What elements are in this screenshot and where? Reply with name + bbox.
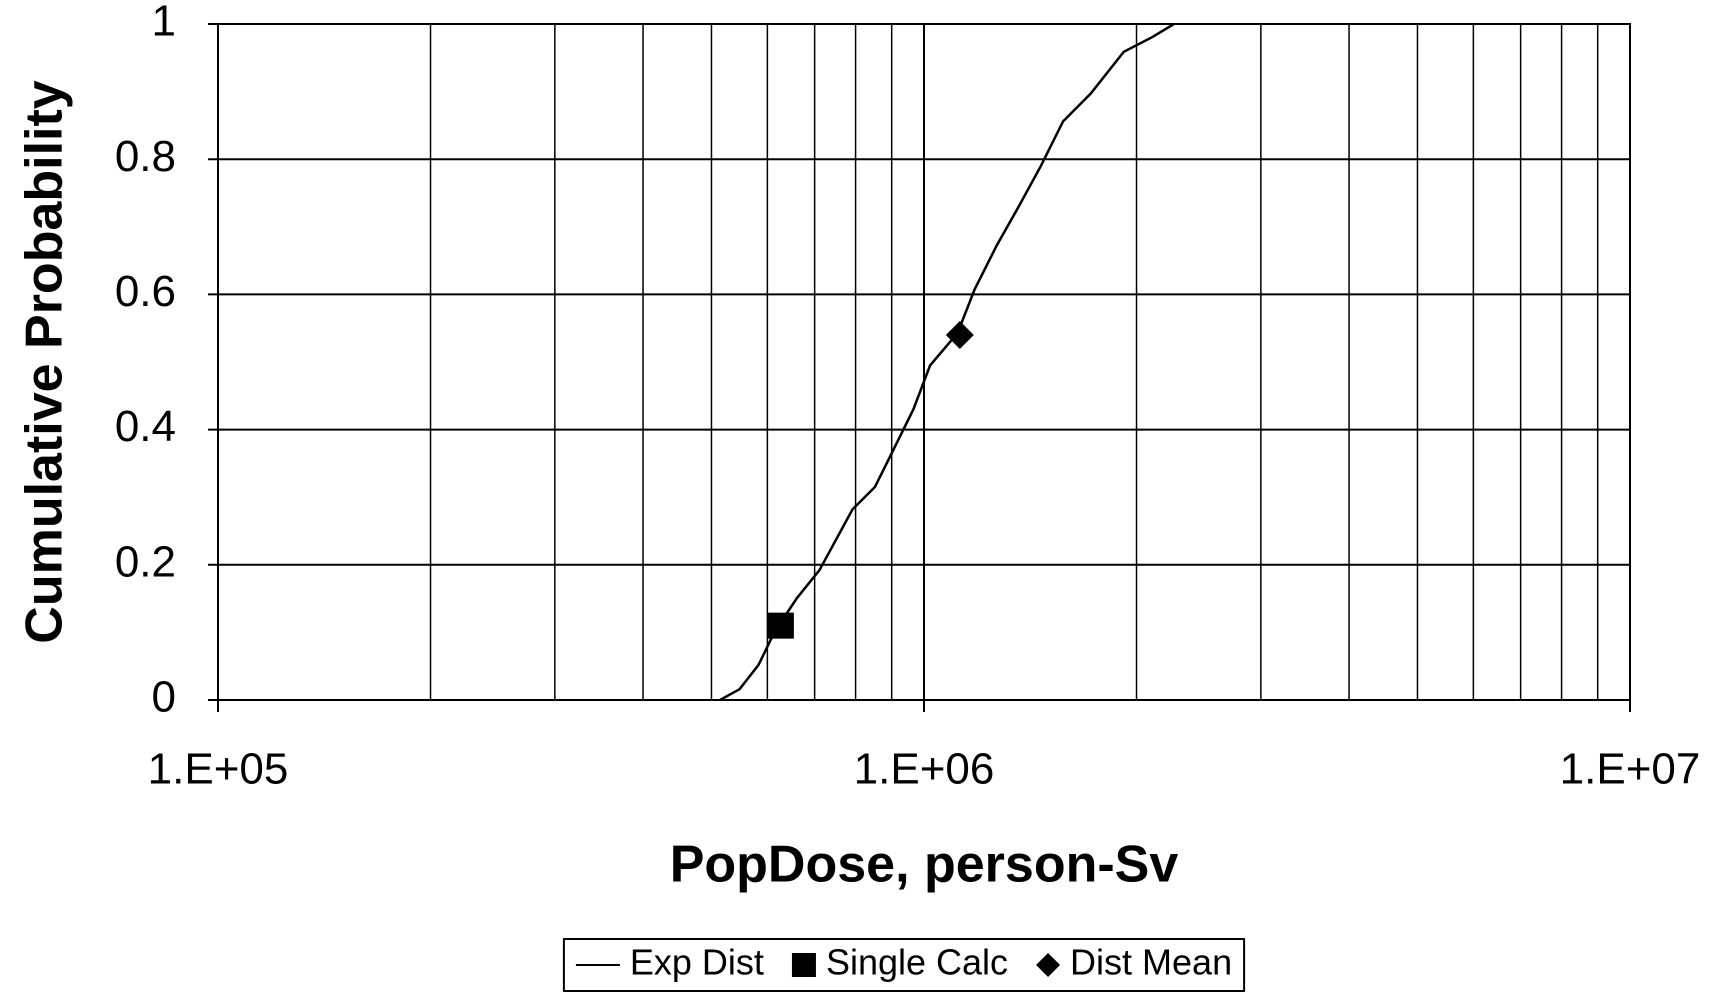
diamond-marker	[945, 320, 974, 349]
y-tick-label: 0.6	[115, 267, 176, 316]
x-tick-label: 1.E+06	[854, 745, 995, 794]
y-axis-title: Cumulative Probability	[16, 80, 74, 644]
square-marker	[767, 612, 794, 639]
legend: Exp Dist Single Calc Dist Mean	[562, 938, 1246, 992]
x-tick-label: 1.E+07	[1560, 745, 1701, 794]
cdf-line	[719, 22, 1175, 702]
legend-label: Exp Dist	[630, 942, 764, 983]
legend-label: Single Calc	[826, 942, 1008, 983]
y-tick-label: 0.4	[115, 402, 176, 451]
x-axis-title: PopDose, person-Sv	[670, 836, 1179, 894]
x-tick-label: 1.E+05	[148, 745, 289, 794]
y-tick-label: 0.2	[115, 537, 176, 586]
legend-label: Dist Mean	[1070, 942, 1232, 983]
y-tick-label: 1	[152, 0, 176, 46]
y-tick-label: 0.8	[115, 132, 176, 181]
square-marker	[791, 953, 816, 977]
legend-box	[562, 938, 1246, 992]
y-tick-label: 0	[152, 673, 176, 722]
diamond-marker	[1036, 953, 1061, 977]
